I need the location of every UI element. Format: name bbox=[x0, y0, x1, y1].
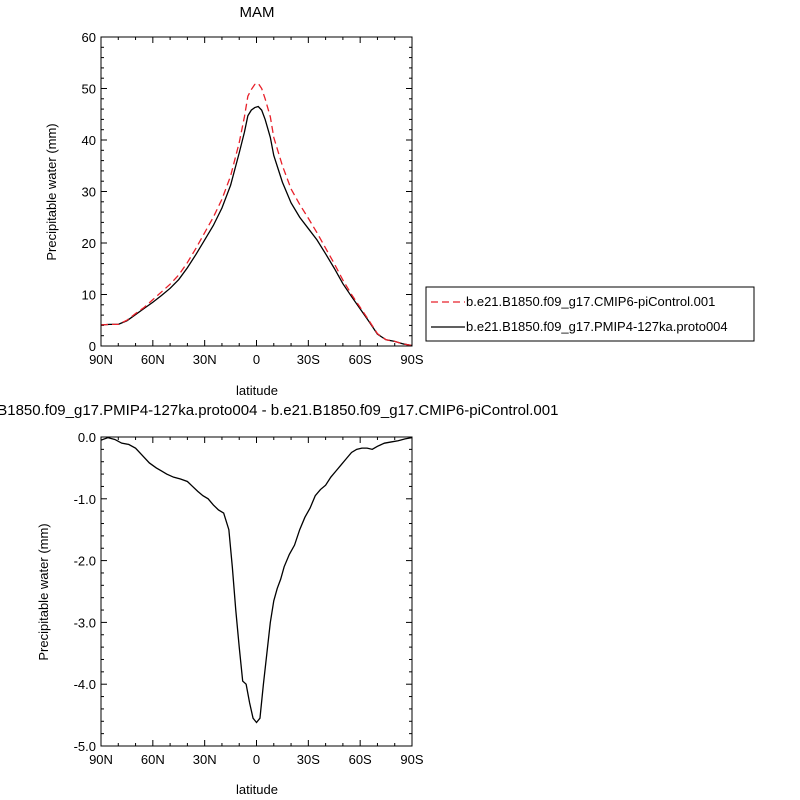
legend: b.e21.B1850.f09_g17.CMIP6-piControl.001 … bbox=[425, 286, 755, 342]
legend-box bbox=[425, 286, 755, 342]
top-x-tick-label: 60N bbox=[141, 352, 165, 367]
top-x-tick-label: 60S bbox=[349, 352, 372, 367]
top-y-tick-label: 0 bbox=[89, 339, 96, 354]
bottom-y-axis-label: Precipitable water (mm) bbox=[36, 523, 51, 660]
bottom-y-tick-label: -3.0 bbox=[74, 615, 96, 630]
top-series-line-1 bbox=[100, 105, 413, 347]
top-axis-ticks: 90N 60N 30N 0 30S 60S 90S 0 10 20 30 40 50 60 bbox=[82, 30, 424, 367]
bottom-x-tick-label: 0 bbox=[253, 752, 260, 767]
bottom-plot-frame bbox=[100, 436, 413, 747]
bottom-y-tick-label: 0.0 bbox=[78, 430, 96, 445]
top-y-tick-label: 50 bbox=[82, 82, 96, 97]
legend-entry-127ka: b.e21.B1850.f09_g17.PMIP4-127ka.proto004 bbox=[466, 319, 728, 334]
legend-entry-picontrol: b.e21.B1850.f09_g17.CMIP6-piControl.001 bbox=[466, 294, 715, 309]
top-plot: MAM Precipitable water (mm) latitude 90N… bbox=[44, 4, 424, 398]
top-x-tick-label: 0 bbox=[253, 352, 260, 367]
top-y-tick-label: 30 bbox=[82, 185, 96, 200]
bottom-y-tick-label: -4.0 bbox=[74, 677, 96, 692]
top-series-lines bbox=[100, 82, 413, 347]
bottom-x-axis-label: latitude bbox=[236, 782, 278, 797]
bottom-series-line-0 bbox=[100, 436, 413, 724]
top-y-tick-label: 20 bbox=[82, 236, 96, 251]
top-x-tick-label: 30N bbox=[193, 352, 217, 367]
bottom-x-tick-label: 30S bbox=[297, 752, 320, 767]
bottom-x-tick-label: 60N bbox=[141, 752, 165, 767]
bottom-y-tick-label: -5.0 bbox=[74, 739, 96, 754]
bottom-x-tick-label: 90S bbox=[400, 752, 423, 767]
top-x-axis-label: latitude bbox=[236, 383, 278, 398]
top-y-tick-label: 60 bbox=[82, 30, 96, 45]
top-y-tick-label: 40 bbox=[82, 133, 96, 148]
bottom-x-tick-label: 60S bbox=[349, 752, 372, 767]
bottom-y-tick-label: -1.0 bbox=[74, 492, 96, 507]
top-series-line-0 bbox=[100, 82, 413, 347]
bottom-series-lines bbox=[100, 436, 413, 724]
top-y-axis-label: Precipitable water (mm) bbox=[44, 123, 59, 260]
top-x-tick-label: 30S bbox=[297, 352, 320, 367]
top-x-tick-label: 90N bbox=[89, 352, 113, 367]
bottom-y-tick-label: -2.0 bbox=[74, 554, 96, 569]
bottom-x-tick-label: 90N bbox=[89, 752, 113, 767]
top-plot-frame bbox=[100, 36, 413, 347]
top-y-tick-label: 10 bbox=[82, 288, 96, 303]
top-chart-title: MAM bbox=[240, 4, 275, 21]
bottom-chart-title: b.e21.B1850.f09_g17.PMIP4-127ka.proto004… bbox=[0, 402, 558, 419]
bottom-axis-ticks: 90N 60N 30N 0 30S 60S 90S 0.0 -1.0 -2.0 -3.0 -4.0 -5… bbox=[74, 430, 424, 767]
top-x-tick-label: 90S bbox=[400, 352, 423, 367]
bottom-x-tick-label: 30N bbox=[193, 752, 217, 767]
bottom-plot: b.e21.B1850.f09_g17.PMIP4-127ka.proto004… bbox=[0, 402, 558, 797]
